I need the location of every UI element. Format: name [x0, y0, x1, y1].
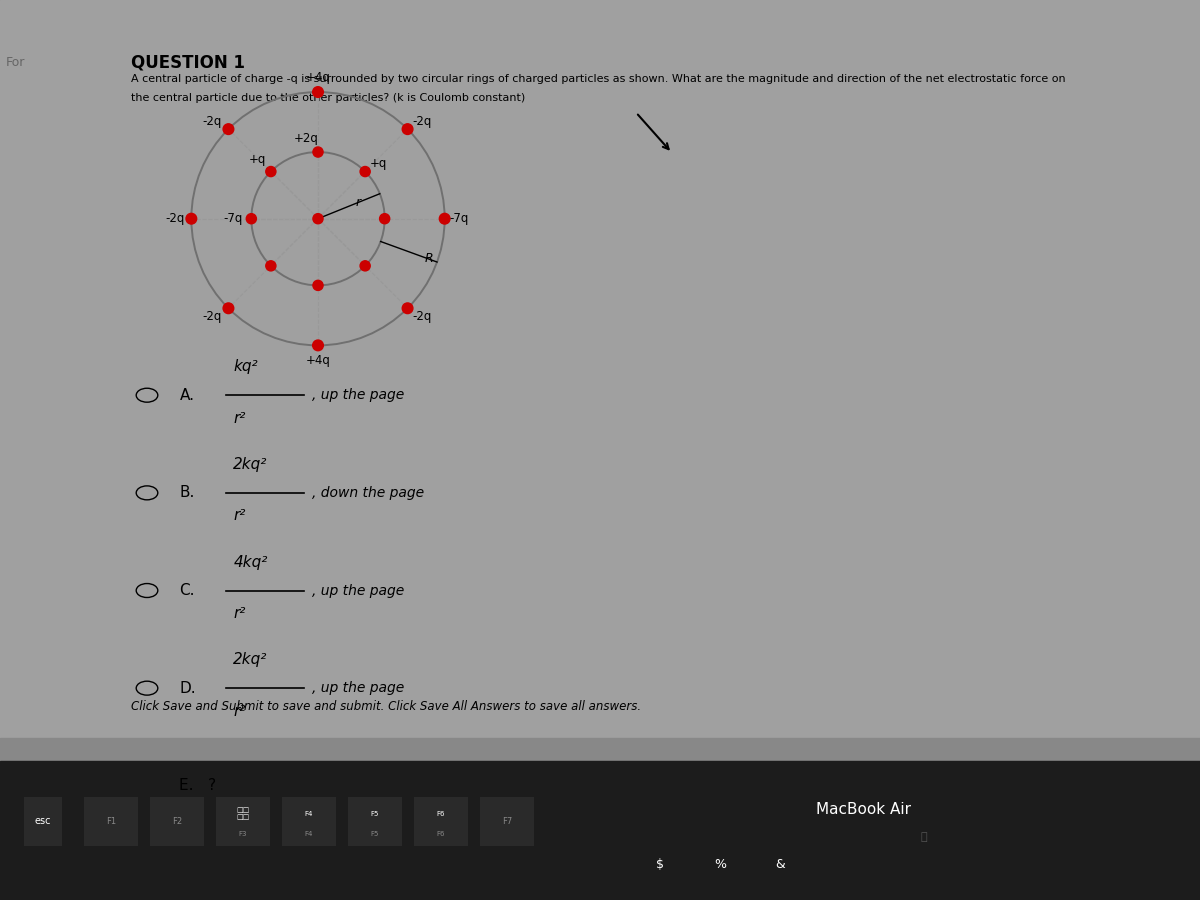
Text: kq²: kq²	[233, 359, 258, 374]
Bar	[282, 796, 336, 846]
Text: $: $	[656, 858, 664, 870]
Circle shape	[223, 303, 234, 313]
Text: F6: F6	[437, 811, 445, 817]
Text: F2: F2	[172, 817, 182, 826]
Text: E.   ?: E. ?	[180, 778, 216, 793]
Text: %: %	[714, 858, 726, 870]
Text: +q: +q	[370, 158, 388, 170]
Bar	[480, 796, 534, 846]
Text: +q: +q	[248, 153, 266, 166]
Text: F4: F4	[305, 831, 313, 837]
Text: , up the page: , up the page	[312, 388, 404, 402]
Circle shape	[313, 147, 323, 158]
Text: □□
□□: □□ □□	[236, 807, 250, 820]
Text: -2q: -2q	[203, 114, 222, 128]
Text: F7: F7	[502, 817, 512, 826]
Text: A central particle of charge -q is surrounded by two circular rings of charged p: A central particle of charge -q is surro…	[131, 75, 1066, 85]
Circle shape	[313, 280, 323, 291]
Bar	[0, 738, 1200, 900]
Circle shape	[265, 261, 276, 271]
Bar	[0, 0, 1200, 738]
Text: C.: C.	[180, 583, 194, 598]
Text: -2q: -2q	[413, 310, 432, 323]
Text: F6: F6	[437, 831, 445, 837]
Text: , up the page: , up the page	[312, 583, 404, 598]
Circle shape	[313, 213, 323, 224]
Text: r²: r²	[233, 606, 246, 621]
Text: , up the page: , up the page	[312, 681, 404, 695]
Circle shape	[379, 213, 390, 224]
Text: &: &	[775, 858, 785, 870]
Text: -2q: -2q	[203, 310, 222, 323]
Text: the central particle due to the other particles? (k is Coulomb constant): the central particle due to the other pa…	[131, 94, 526, 104]
Bar	[216, 796, 270, 846]
Bar	[150, 796, 204, 846]
Text: F5: F5	[371, 831, 379, 837]
Text: QUESTION 1: QUESTION 1	[131, 53, 245, 71]
Text: 2kq²: 2kq²	[233, 652, 268, 667]
Circle shape	[439, 213, 450, 224]
Text: 4kq²: 4kq²	[233, 554, 268, 570]
Text: F5: F5	[371, 811, 379, 817]
Text: Click Save and Submit to save and submit. Click Save All Answers to save all ans: Click Save and Submit to save and submit…	[131, 699, 641, 713]
Text: 🎤: 🎤	[920, 832, 928, 842]
Bar	[84, 796, 138, 846]
Text: F3: F3	[239, 831, 247, 837]
Circle shape	[402, 124, 413, 134]
Text: +4q: +4q	[306, 71, 330, 84]
Text: B.: B.	[180, 485, 194, 500]
Text: -2q: -2q	[166, 212, 185, 225]
Circle shape	[246, 213, 257, 224]
Circle shape	[360, 166, 371, 176]
Text: r: r	[356, 196, 361, 210]
Text: For: For	[6, 57, 25, 69]
Text: r²: r²	[233, 508, 246, 523]
Circle shape	[402, 303, 413, 313]
Text: -7q: -7q	[223, 212, 242, 225]
Text: -7q: -7q	[450, 212, 469, 225]
Text: 2kq²: 2kq²	[233, 457, 268, 472]
Text: +2q: +2q	[294, 132, 318, 145]
Circle shape	[223, 124, 234, 134]
Text: esc: esc	[35, 816, 52, 826]
Text: R: R	[425, 252, 433, 266]
Text: F4: F4	[305, 811, 313, 817]
Circle shape	[313, 86, 323, 97]
Text: -2q: -2q	[413, 114, 432, 128]
Circle shape	[360, 261, 371, 271]
Bar	[414, 796, 468, 846]
Text: r²: r²	[233, 704, 246, 718]
Text: r²: r²	[233, 410, 246, 426]
Bar	[24, 796, 62, 846]
Text: , down the page: , down the page	[312, 486, 425, 500]
Circle shape	[186, 213, 197, 224]
Text: A.: A.	[180, 388, 194, 402]
Circle shape	[313, 340, 323, 351]
Circle shape	[265, 166, 276, 176]
Text: D.: D.	[180, 680, 196, 696]
Text: F1: F1	[106, 817, 116, 826]
Bar	[348, 796, 402, 846]
Text: MacBook Air: MacBook Air	[816, 803, 912, 817]
Bar	[0, 760, 1200, 900]
Text: +4q: +4q	[306, 354, 330, 366]
